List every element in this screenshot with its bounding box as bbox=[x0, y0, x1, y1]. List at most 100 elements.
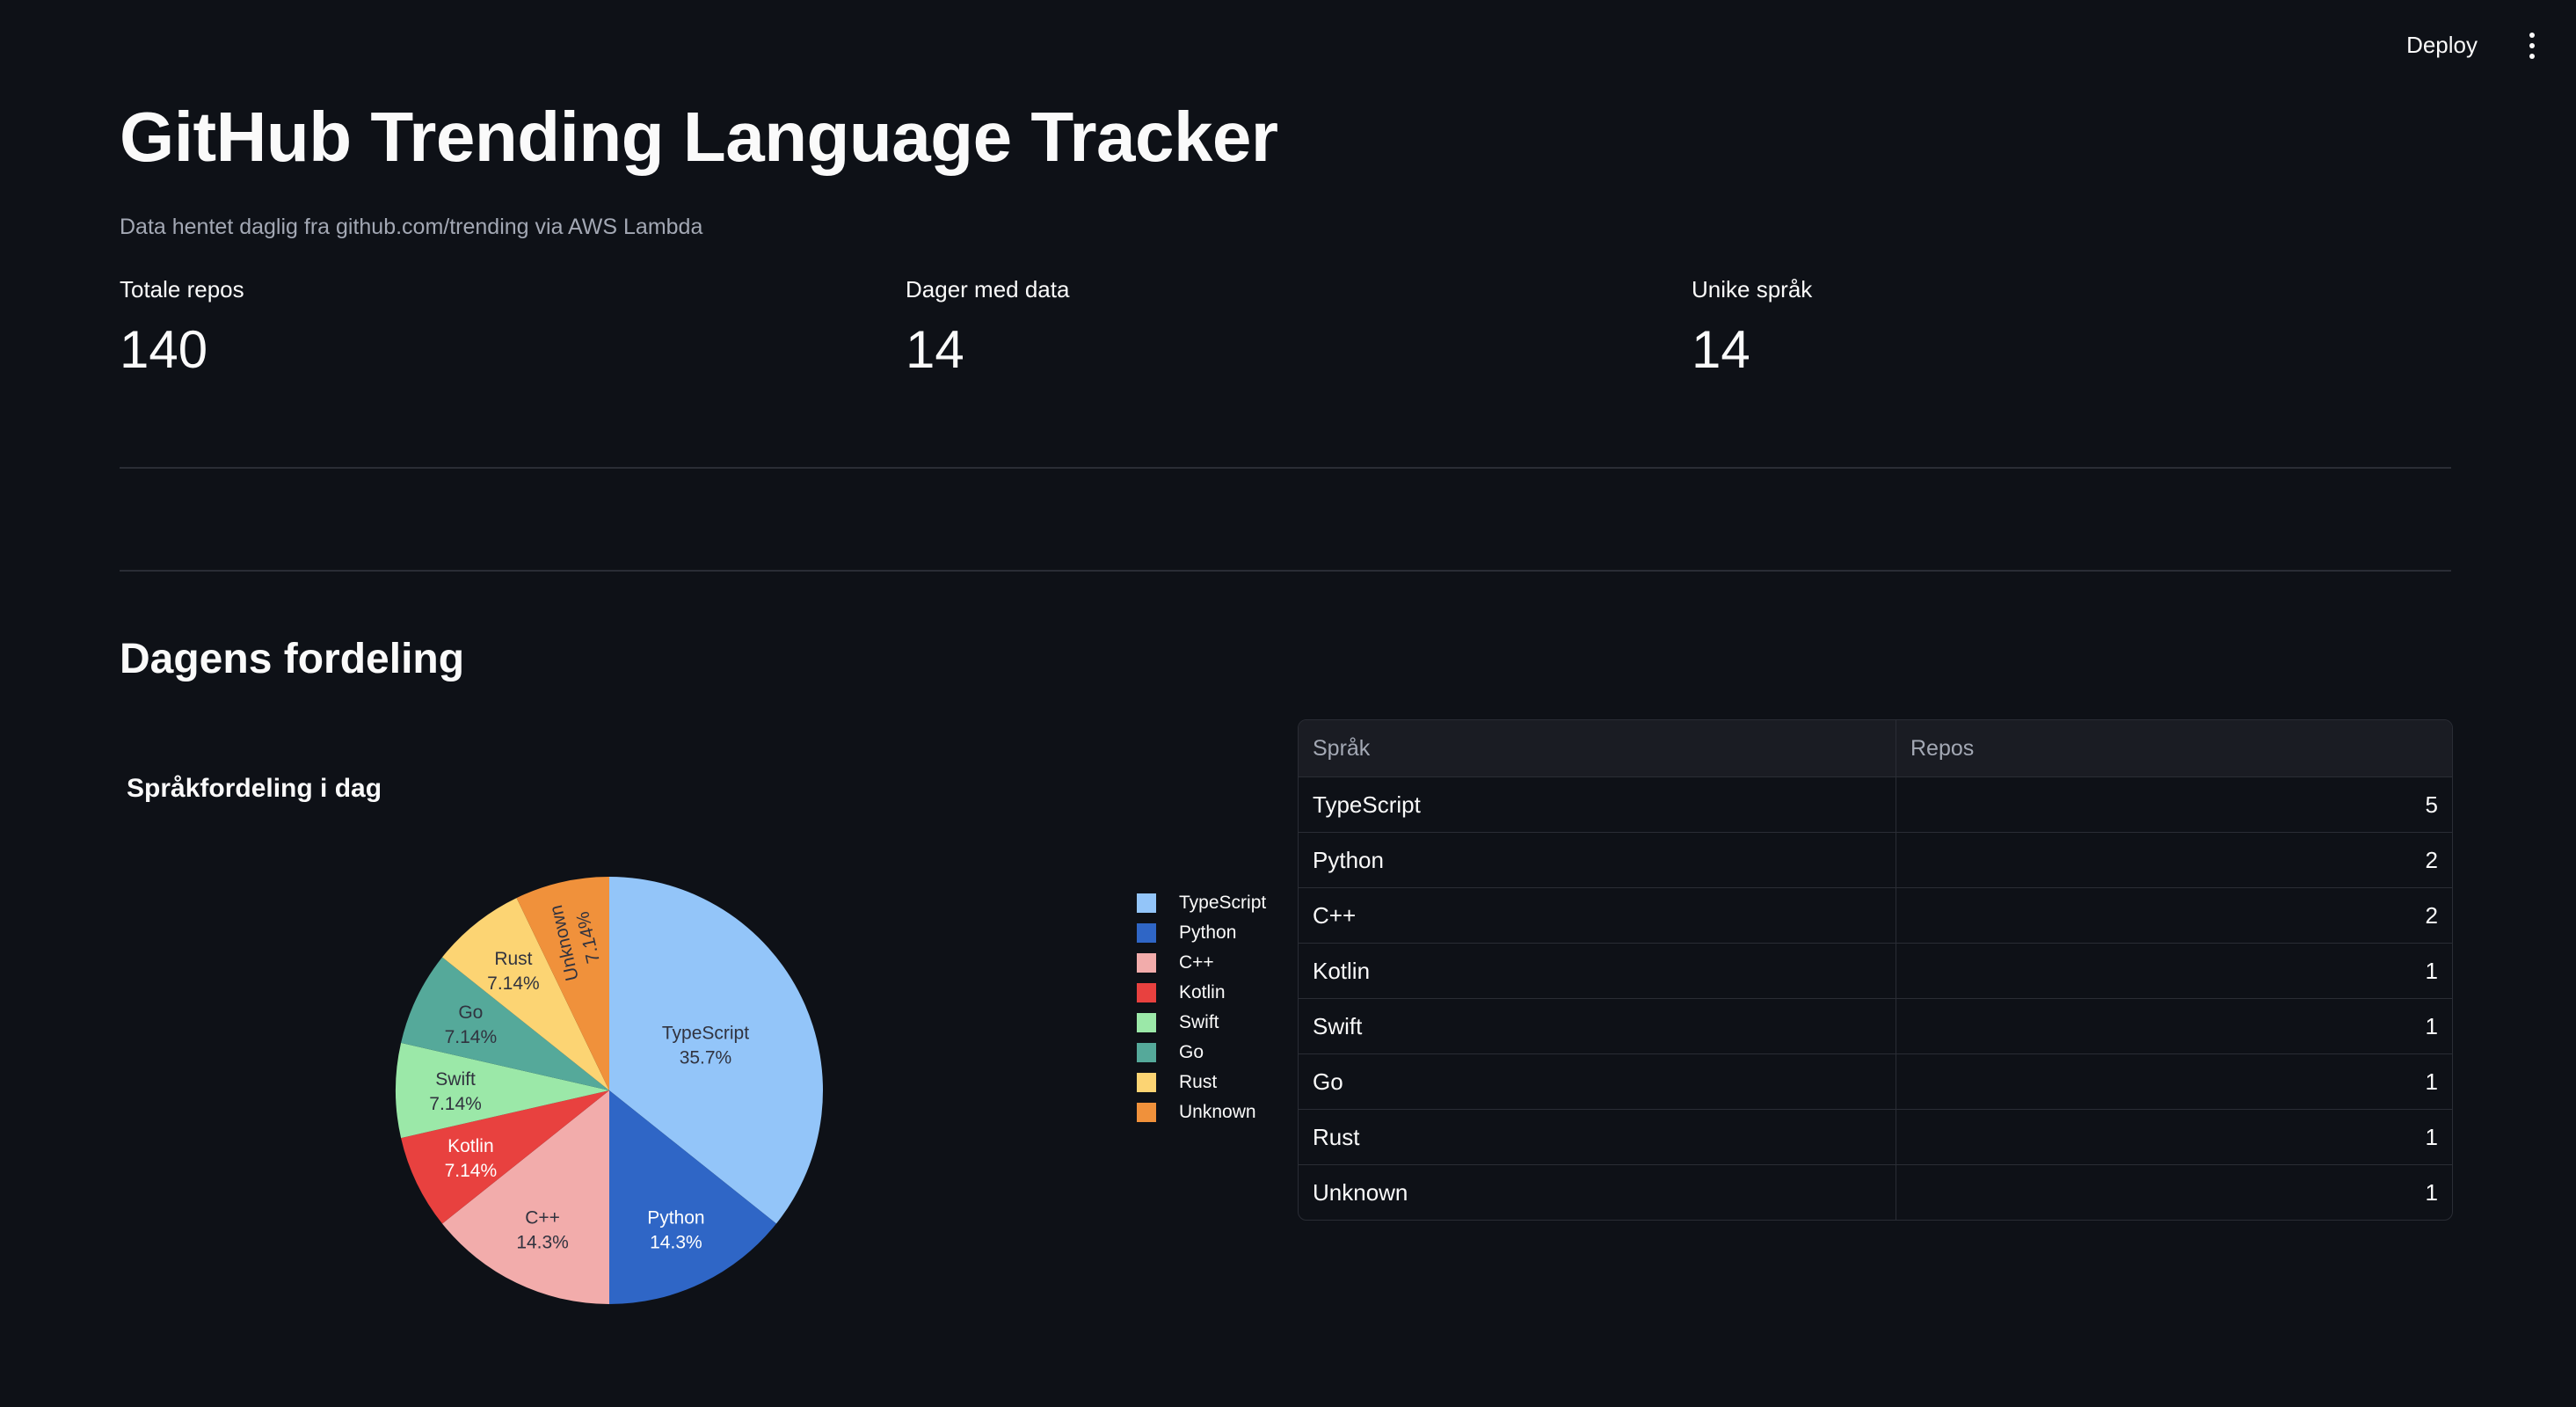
pie-slice-python[interactable] bbox=[609, 1090, 776, 1304]
legend-swatch bbox=[1137, 1043, 1156, 1062]
metric-value: 140 bbox=[120, 320, 208, 379]
pie-slice-label: Python bbox=[647, 1208, 704, 1228]
pie-slice-percent: 7.14% bbox=[445, 1161, 498, 1181]
legend-swatch bbox=[1137, 1013, 1156, 1032]
metric-total-repos: Totale repos 140 bbox=[120, 276, 244, 380]
table-cell-language: TypeScript bbox=[1299, 777, 1896, 832]
column-header-repos[interactable]: Repos bbox=[1910, 735, 1975, 761]
pie-slice-unknown[interactable] bbox=[516, 877, 609, 1090]
page-title: GitHub Trending Language Tracker bbox=[120, 98, 1278, 176]
pie-slice-percent: 7.14% bbox=[445, 1027, 498, 1047]
pie-chart-svg: TypeScript 35.7% Python 14.3% C++ 14.3% Kotlin… bbox=[395, 877, 823, 1304]
table-cell-language: C++ bbox=[1299, 888, 1896, 943]
pie-slice-percent: 14.3% bbox=[650, 1233, 702, 1253]
table-cell-language: Unknown bbox=[1299, 1165, 1896, 1220]
pie-slice-label: C++ bbox=[525, 1208, 560, 1228]
deploy-button[interactable]: Deploy bbox=[2396, 25, 2488, 66]
metric-value: 14 bbox=[906, 320, 964, 379]
divider bbox=[120, 467, 2451, 469]
legend-label: Kotlin bbox=[1179, 982, 1226, 1002]
table-cell-language: Go bbox=[1299, 1054, 1896, 1109]
table-row[interactable]: Python 2 bbox=[1299, 832, 2452, 887]
page-subtitle: Data hentet daglig fra github.com/trendi… bbox=[120, 215, 703, 239]
table-cell-repos: 1 bbox=[2425, 1068, 2438, 1095]
table-row[interactable]: Rust 1 bbox=[1299, 1109, 2452, 1164]
menu-dot bbox=[2529, 32, 2535, 38]
table-cell-language: Rust bbox=[1299, 1110, 1896, 1164]
legend-swatch bbox=[1137, 1103, 1156, 1122]
table-cell-language: Python bbox=[1299, 833, 1896, 887]
legend-label: Unknown bbox=[1179, 1102, 1256, 1122]
table-cell-repos: 1 bbox=[2425, 957, 2438, 984]
table-cell-repos: 1 bbox=[2425, 1178, 2438, 1206]
metric-label: Totale repos bbox=[120, 276, 244, 303]
menu-dot bbox=[2529, 53, 2535, 59]
pie-label-group: TypeScript 35.7% bbox=[662, 1023, 749, 1068]
chart-legend: TypeScript Python C++ Kotlin Swift Go Rust Unkn… bbox=[1137, 888, 1266, 1127]
table-cell-repos: 1 bbox=[2425, 1012, 2438, 1039]
table-row[interactable]: Go 1 bbox=[1299, 1053, 2452, 1109]
legend-item[interactable]: Python bbox=[1137, 918, 1266, 948]
pie-slice-go[interactable] bbox=[401, 957, 609, 1090]
metric-label: Dager med data bbox=[906, 276, 1070, 303]
legend-item[interactable]: Go bbox=[1137, 1038, 1266, 1068]
legend-item[interactable]: Rust bbox=[1137, 1068, 1266, 1097]
column-header-language[interactable]: Språk bbox=[1299, 720, 1896, 776]
pie-label-group: Kotlin 7.14% bbox=[445, 1136, 498, 1181]
table-cell-language: Swift bbox=[1299, 999, 1896, 1053]
table-cell-repos: 2 bbox=[2425, 846, 2438, 873]
pie-slice-label: Rust bbox=[494, 949, 532, 969]
table-row[interactable]: TypeScript 5 bbox=[1299, 776, 2452, 832]
pie-slice-label: Kotlin bbox=[448, 1136, 494, 1156]
legend-swatch bbox=[1137, 893, 1156, 913]
metric-value: 14 bbox=[1692, 320, 1750, 379]
pie-slice-percent: 7.14% bbox=[429, 1094, 482, 1114]
pie-slice-percent: 7.14% bbox=[487, 973, 540, 994]
pie-slice-kotlin[interactable] bbox=[401, 1090, 609, 1224]
pie-chart: TypeScript 35.7% Python 14.3% C++ 14.3% Kotlin… bbox=[120, 835, 1280, 1328]
legend-label: TypeScript bbox=[1179, 893, 1267, 913]
main-menu-icon[interactable] bbox=[2523, 28, 2541, 63]
legend-swatch bbox=[1137, 923, 1156, 943]
pie-slice-label: Go bbox=[458, 1002, 483, 1023]
top-toolbar: Deploy bbox=[2396, 25, 2541, 66]
legend-label: Rust bbox=[1179, 1072, 1218, 1092]
pie-slice-label: Swift bbox=[435, 1069, 476, 1090]
legend-item[interactable]: Swift bbox=[1137, 1008, 1266, 1038]
table-cell-repos: 5 bbox=[2425, 791, 2438, 818]
metric-unique-languages: Unike språk 14 bbox=[1692, 276, 1812, 380]
pie-label-group: C++ 14.3% bbox=[516, 1208, 569, 1253]
legend-item[interactable]: Unknown bbox=[1137, 1097, 1266, 1127]
pie-slice-rust[interactable] bbox=[442, 898, 609, 1090]
table-header-row: Språk Repos bbox=[1299, 720, 2452, 776]
pie-label-group: Python 14.3% bbox=[647, 1208, 704, 1253]
table-cell-language: Kotlin bbox=[1299, 944, 1896, 998]
pie-label-group: Go 7.14% bbox=[445, 1002, 498, 1047]
pie-slice-c-[interactable] bbox=[442, 1090, 609, 1304]
legend-swatch bbox=[1137, 1073, 1156, 1092]
pie-slice-swift[interactable] bbox=[395, 1042, 609, 1139]
legend-label: Python bbox=[1179, 922, 1237, 943]
legend-item[interactable]: Kotlin bbox=[1137, 978, 1266, 1008]
legend-swatch bbox=[1137, 983, 1156, 1002]
table-row[interactable]: Swift 1 bbox=[1299, 998, 2452, 1053]
pie-slice-typescript[interactable] bbox=[609, 877, 823, 1224]
table-cell-repos: 2 bbox=[2425, 901, 2438, 929]
legend-swatch bbox=[1137, 953, 1156, 973]
table-row[interactable]: C++ 2 bbox=[1299, 887, 2452, 943]
pie-slice-percent: 14.3% bbox=[516, 1233, 569, 1253]
pie-label-group: Rust 7.14% bbox=[487, 949, 540, 994]
section-title: Dagens fordeling bbox=[120, 636, 465, 682]
pie-label-group: Swift 7.14% bbox=[429, 1069, 482, 1114]
pie-slice-percent: 35.7% bbox=[680, 1047, 732, 1068]
table-row[interactable]: Unknown 1 bbox=[1299, 1164, 2452, 1220]
legend-label: C++ bbox=[1179, 952, 1214, 973]
menu-dot bbox=[2529, 42, 2535, 48]
table-row[interactable]: Kotlin 1 bbox=[1299, 943, 2452, 998]
legend-label: Go bbox=[1179, 1042, 1204, 1062]
metric-label: Unike språk bbox=[1692, 276, 1813, 303]
legend-item[interactable]: C++ bbox=[1137, 948, 1266, 978]
legend-label: Swift bbox=[1179, 1012, 1219, 1032]
table-cell-repos: 1 bbox=[2425, 1123, 2438, 1150]
legend-item[interactable]: TypeScript bbox=[1137, 888, 1266, 918]
